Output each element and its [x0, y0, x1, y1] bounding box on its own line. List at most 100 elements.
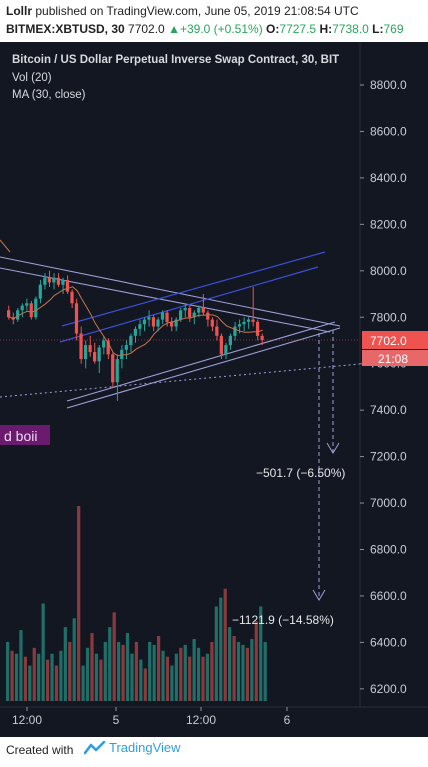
candle-body — [183, 307, 187, 311]
volume-bar — [254, 621, 258, 701]
volume-bar — [219, 597, 223, 701]
volume-bar — [161, 650, 165, 701]
volume-bar — [14, 653, 19, 701]
candle-body — [147, 317, 151, 320]
publish-info: published on TradingView.com, June 05, 2… — [35, 4, 359, 18]
volume-bar — [236, 641, 241, 701]
volume-bar — [103, 641, 107, 701]
candle-body — [106, 340, 110, 355]
chart-area[interactable]: 8800.08600.08400.08200.08000.07800.07600… — [0, 42, 428, 737]
volume-bar — [63, 627, 67, 701]
volume-bar — [130, 653, 134, 701]
candle-body — [20, 305, 24, 311]
candle-body — [115, 359, 119, 383]
candle-body — [151, 317, 156, 327]
tradingview-brand: TradingView — [109, 740, 181, 755]
volume-bar — [81, 665, 85, 701]
last-price-tag — [362, 331, 428, 350]
candle-body — [34, 298, 38, 318]
volume-bar — [125, 633, 130, 701]
x-axis-tick-label: 12:00 — [12, 713, 42, 727]
volume-bar — [6, 641, 10, 701]
candle-body — [133, 328, 137, 336]
candle-body — [233, 326, 237, 336]
volume-bar — [174, 653, 178, 701]
candle-body — [47, 277, 51, 283]
y-axis-tick-label: 6200.0 — [370, 682, 407, 696]
volume-bar — [188, 656, 192, 701]
tradingview-logo[interactable]: TradingView — [84, 740, 181, 755]
y-axis-tick-label: 7800.0 — [370, 310, 407, 324]
triangle-lower-line — [66, 327, 341, 409]
volume-bar — [112, 612, 116, 701]
volume-bar — [183, 644, 187, 701]
volume-bar — [192, 638, 196, 701]
candle-body — [224, 345, 228, 355]
candle-body — [206, 312, 210, 320]
volume-bar — [210, 641, 214, 701]
volume-bar — [59, 650, 63, 701]
projection-long-arrowhead — [312, 589, 326, 601]
author-name[interactable]: Lollr — [6, 4, 32, 18]
candle-body — [25, 303, 29, 306]
price-chart[interactable]: 8800.08600.08400.08200.08000.07800.07600… — [0, 42, 428, 737]
low-label: L: — [372, 22, 384, 36]
candle-body — [65, 280, 70, 292]
volume-bar — [170, 665, 174, 701]
candle-body — [201, 307, 205, 313]
volume-bar — [121, 644, 125, 701]
candle-body — [219, 335, 223, 355]
volume-bar — [143, 668, 147, 701]
volume-bar — [37, 653, 41, 701]
volume-bar — [245, 647, 250, 701]
volume-bar — [201, 656, 205, 701]
tradingview-logo-icon — [84, 740, 106, 754]
volume-bar — [196, 647, 201, 701]
candle-body — [188, 307, 192, 318]
candle-body — [156, 319, 160, 327]
candle-body — [88, 345, 92, 353]
volume-bar — [90, 633, 94, 701]
candle-body — [102, 340, 106, 348]
y-axis-tick-label: 6800.0 — [370, 543, 407, 557]
open-label: O: — [266, 22, 280, 36]
chart-header: Lollr published on TradingView.com, June… — [0, 0, 428, 42]
candle-body — [74, 303, 79, 334]
volume-bar — [50, 653, 54, 701]
volume-bar — [250, 638, 254, 701]
volume-bar — [205, 653, 210, 701]
candle-body — [138, 324, 142, 329]
volume-bar — [134, 641, 139, 701]
last-price: 7702.0 — [128, 22, 165, 36]
candle-body — [228, 335, 233, 346]
high-value: 7738.0 — [332, 22, 369, 36]
candle-body — [16, 310, 20, 320]
volume-bar — [223, 588, 227, 701]
symbol-line: BITMEX:XBTUSD, 30 7702.0 ▲+39.0 (+0.51%)… — [6, 22, 404, 36]
y-axis-tick-label: 8400.0 — [370, 171, 407, 185]
last-price-tag-text: 7702.0 — [370, 334, 407, 348]
volume-bar — [228, 627, 232, 701]
volume-bar — [152, 644, 156, 701]
volume-bar — [99, 659, 103, 701]
volume-bar — [19, 630, 23, 701]
candle-body — [79, 333, 83, 360]
candle-body — [165, 312, 169, 322]
y-axis-tick-label: 8000.0 — [370, 264, 407, 278]
volume-bar — [72, 618, 76, 701]
volume-bar — [68, 641, 72, 701]
volume-bar — [54, 665, 59, 701]
volume-bar — [263, 641, 267, 701]
y-axis-tick-label: 6400.0 — [370, 635, 407, 649]
volume-bar — [165, 656, 170, 701]
measure-long-label: −1121.9 (−14.58%) — [232, 613, 334, 627]
x-axis-tick-label: 5 — [113, 713, 120, 727]
open-value: 7727.5 — [279, 22, 317, 36]
volume-bar — [156, 636, 161, 701]
volume-bar — [241, 644, 245, 701]
legend-title: Bitcoin / US Dollar Perpetual Inverse Sw… — [12, 54, 340, 66]
candle-body — [93, 352, 97, 362]
volume-bar — [41, 603, 45, 701]
candle-body — [124, 345, 128, 350]
candle-body — [192, 312, 196, 318]
